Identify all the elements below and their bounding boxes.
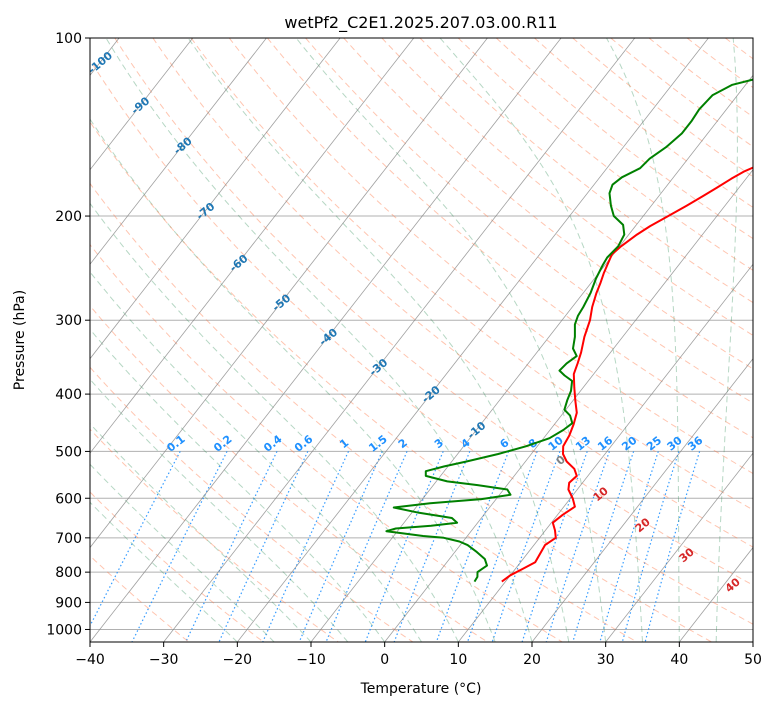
y-tick-label: 400 <box>55 387 82 403</box>
isotherm-line <box>531 358 753 642</box>
mixing-ratio-line <box>435 451 510 642</box>
temperature-line <box>501 166 753 583</box>
dry-adiabat <box>90 243 563 642</box>
dry-adiabat <box>190 38 753 511</box>
x-tick-label: −20 <box>223 652 253 668</box>
y-tick-label: 600 <box>55 491 82 507</box>
y-tick-label: 800 <box>55 565 82 581</box>
isotherm-line <box>458 263 753 642</box>
y-tick-label: 500 <box>55 444 82 460</box>
moist-adiabats <box>90 38 738 642</box>
dry-adiabat <box>305 38 753 404</box>
x-tick-label: 30 <box>597 652 615 668</box>
y-tick-label: 200 <box>55 209 82 225</box>
pressure-gridlines <box>90 38 753 630</box>
moist-adiabat <box>90 328 386 642</box>
x-axis: −40 −30 −20 −10 0 10 20 30 40 50 <box>75 642 762 668</box>
y-tick-label: 300 <box>55 313 82 329</box>
x-tick-label: 20 <box>523 652 541 668</box>
mixing-ratio-line <box>218 451 309 642</box>
moist-adiabat <box>105 38 533 642</box>
mixing-ratio-line <box>466 451 538 642</box>
mixing-ratio-line <box>621 451 680 642</box>
isotherm-line <box>90 38 562 642</box>
isotherm-line <box>90 38 341 360</box>
isotherms <box>90 38 753 642</box>
x-tick-label: 0 <box>380 652 389 668</box>
moist-adiabat <box>606 38 680 642</box>
moist-adiabat <box>90 202 459 642</box>
isotherm-line <box>90 38 415 454</box>
dry-adiabat <box>90 305 488 642</box>
moist-adiabat <box>90 271 422 642</box>
mixing-ratio-line <box>491 451 561 642</box>
dry-adiabat <box>90 555 190 642</box>
moist-adiabat <box>90 463 275 642</box>
isotherm-line <box>605 452 753 642</box>
moist-adiabat <box>90 501 238 642</box>
isotherm-line <box>90 38 488 549</box>
mixing-ratio-line <box>521 451 588 642</box>
x-tick-label: 50 <box>744 652 762 668</box>
moist-adiabat <box>439 38 643 642</box>
mixing-ratio-line <box>185 451 278 642</box>
moist-adiabat <box>187 38 570 642</box>
isotherm-line <box>163 38 636 642</box>
dry-adiabat <box>90 428 339 642</box>
chart-title: wetPf2_C2E1.2025.207.03.00.R11 <box>284 13 557 33</box>
y-tick-label: 700 <box>55 531 82 547</box>
isotherm-line <box>384 169 753 642</box>
mixing-ratio-line <box>90 451 181 628</box>
dry-adiabat <box>228 38 753 475</box>
moist-adiabat <box>90 118 496 642</box>
dry-adiabat <box>90 491 264 642</box>
isotherm-line <box>90 38 194 171</box>
mixing-ratio-line <box>545 451 610 642</box>
isotherm-line <box>237 38 709 642</box>
dry-adiabat <box>90 121 712 642</box>
y-axis-label: Pressure (hPa) <box>12 290 28 390</box>
moist-adiabat <box>715 38 738 642</box>
y-tick-label: 100 <box>55 31 82 47</box>
dry-adiabat <box>267 38 753 439</box>
x-tick-label: 40 <box>670 652 688 668</box>
mixing-ratio-line <box>393 451 471 642</box>
isotherm-line <box>90 38 267 265</box>
plot-frame <box>89 37 754 643</box>
moist-adiabat <box>295 38 607 642</box>
isotherm-line <box>310 74 753 642</box>
x-axis-label: Temperature (°C) <box>360 681 482 697</box>
x-tick-label: 10 <box>449 652 467 668</box>
y-tick-label: 1000 <box>46 622 82 638</box>
dry-adiabats <box>90 38 753 642</box>
mixing-ratio-line <box>599 451 659 642</box>
dewpoint-line <box>385 78 753 583</box>
sounding-series <box>385 78 753 583</box>
moist-adiabat <box>90 423 312 642</box>
y-tick-label: 900 <box>55 595 82 611</box>
x-tick-label: −30 <box>149 652 179 668</box>
mixing-ratio-line <box>364 451 444 642</box>
x-tick-label: −40 <box>75 652 105 668</box>
dry-adiabat <box>90 58 753 625</box>
x-tick-label: −10 <box>296 652 326 668</box>
y-axis: 100 200 300 400 500 600 700 800 900 1000 <box>46 31 90 638</box>
